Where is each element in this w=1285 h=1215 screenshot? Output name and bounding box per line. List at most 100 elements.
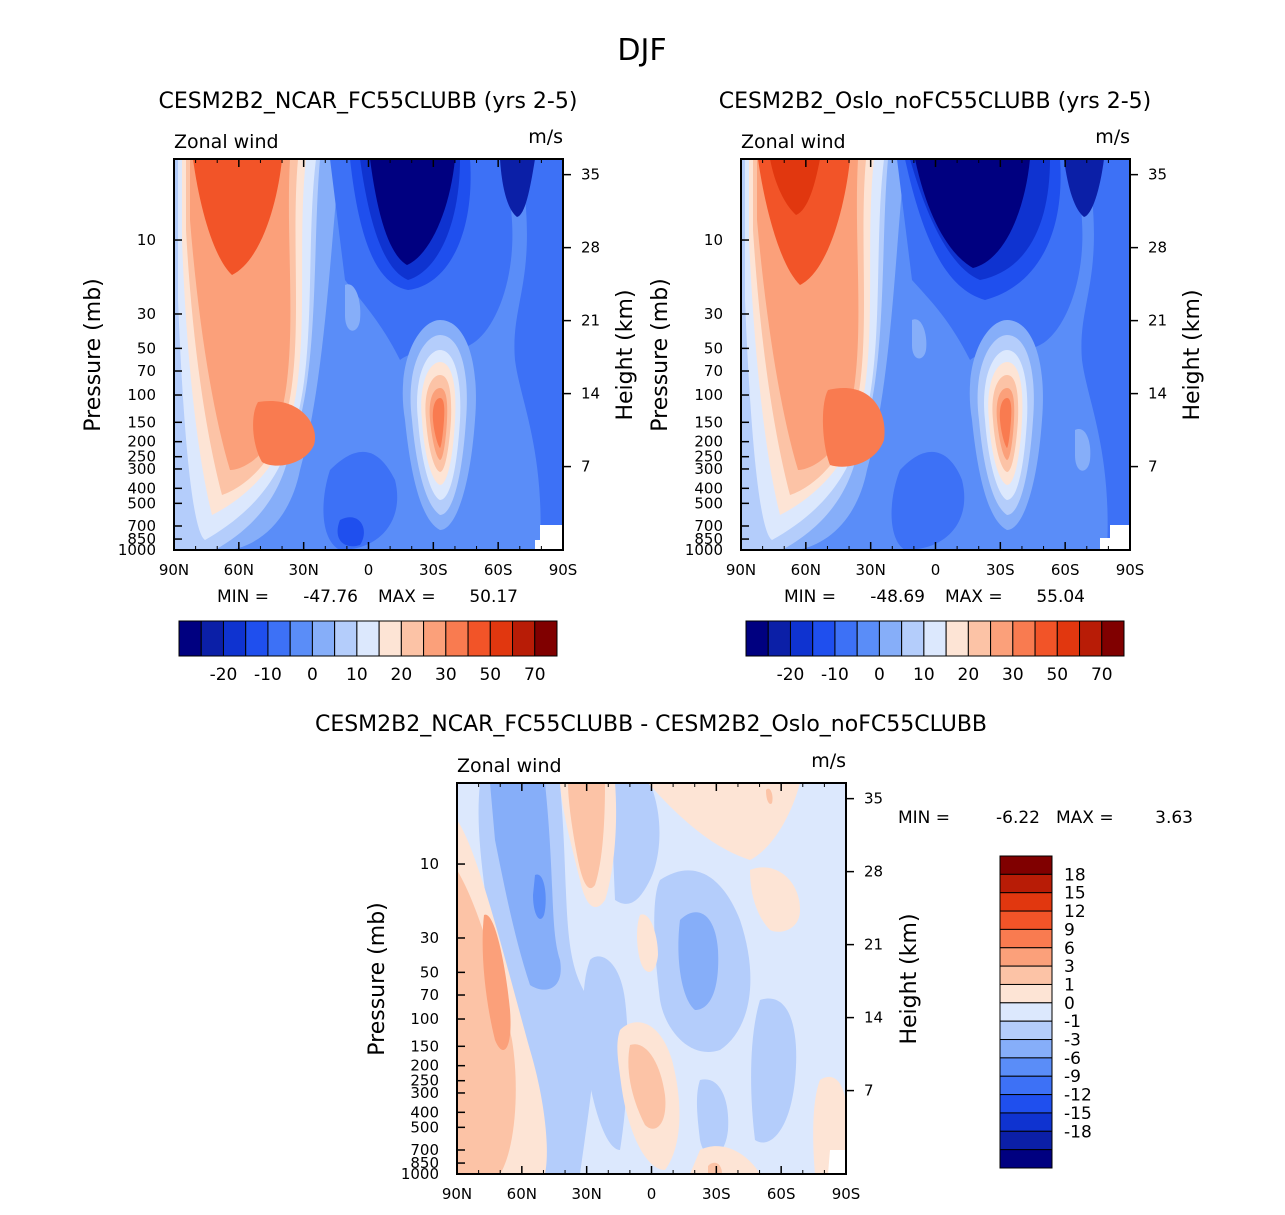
y-tick-label: 70 <box>704 362 723 380</box>
y-tick-label: 400 <box>410 1103 439 1121</box>
colorbar-swatch <box>534 620 558 657</box>
y-tick-label: 200 <box>127 433 156 451</box>
colorbar-swatch <box>967 620 992 657</box>
page-title: DJF <box>617 33 666 68</box>
colorbar-swatch <box>834 620 858 657</box>
x-tick-label: 60S <box>484 561 513 579</box>
panel-title: CESM2B2_NCAR_FC55CLUBB - CESM2B2_Oslo_no… <box>315 712 987 737</box>
panel-oslo: CESM2B2_Oslo_noFC55CLUBB (yrs 2-5) Zonal… <box>648 89 1205 685</box>
x-tick-label: 90N <box>726 561 756 579</box>
colorbar-swatch <box>178 620 202 657</box>
colorbar-tick-label: -12 <box>1064 1086 1092 1106</box>
colorbar-swatch <box>999 928 1053 949</box>
colorbar-swatch <box>999 1149 1053 1169</box>
x-tick-label: 60N <box>507 1185 537 1203</box>
x-tick-label: 30S <box>702 1185 731 1203</box>
colorbar-swatch <box>489 620 514 657</box>
x-tick-label: 0 <box>364 561 374 579</box>
y-tick-label: 1000 <box>685 541 723 559</box>
ylabel: Pressure (mb) <box>365 902 390 1056</box>
colorbar-swatch <box>1079 620 1103 657</box>
y-tick-label: 200 <box>694 433 723 451</box>
colorbar-tick-label: 30 <box>435 665 457 685</box>
axes: 90N 60N 30N 0 30S 60S 90S103050701001502002503… <box>118 159 600 579</box>
y2-tick-label: 21 <box>1148 312 1167 330</box>
colorbar-swatch <box>999 892 1053 912</box>
x-tick-label: 0 <box>647 1185 657 1203</box>
colorbar-swatch <box>812 620 836 657</box>
colorbar-swatch <box>999 1002 1053 1022</box>
y-tick-label: 300 <box>127 460 156 478</box>
max-label: MAX = <box>1056 808 1114 828</box>
y2-tick-label: 7 <box>864 1082 874 1100</box>
y-tick-label: 850 <box>127 530 156 548</box>
colorbar-swatch <box>200 620 224 657</box>
units-label: m/s <box>811 750 846 772</box>
variable-label: Zonal wind <box>741 131 846 153</box>
colorbar-swatch <box>856 620 880 657</box>
colorbar-tick-label: -10 <box>821 665 849 685</box>
y-tick-label: 30 <box>704 305 723 323</box>
y-tick-label: 200 <box>410 1057 439 1075</box>
y2-tick-label: 35 <box>864 790 883 808</box>
colorbar-swatch <box>999 1094 1053 1114</box>
y-tick-label: 10 <box>137 231 156 249</box>
max-label: MAX = <box>378 587 436 607</box>
colorbar-swatch <box>901 620 925 657</box>
x-tick-label: 90N <box>159 561 189 579</box>
colorbar-tick-label: 0 <box>1064 994 1075 1014</box>
colorbar-swatch <box>467 620 491 657</box>
y2-tick-label: 21 <box>864 936 883 954</box>
x-tick-label: 30N <box>289 561 319 579</box>
colorbar-tick-label: 20 <box>958 665 980 685</box>
colorbar-tick-label: 70 <box>524 665 546 685</box>
colorbar-swatch <box>1101 620 1125 657</box>
colorbar-swatch <box>245 620 269 657</box>
max-label: MAX = <box>945 587 1003 607</box>
colorbar-swatch <box>999 873 1053 894</box>
y2label: Height (km) <box>897 913 922 1044</box>
y-tick-label: 30 <box>420 929 439 947</box>
colorbar-swatch <box>400 620 425 657</box>
y2-tick-label: 28 <box>581 239 600 257</box>
y-tick-label: 300 <box>694 460 723 478</box>
colorbar-swatch <box>878 620 903 657</box>
colorbar-tick-label: 10 <box>913 665 935 685</box>
colorbar-tick-label: 20 <box>391 665 413 685</box>
colorbar-tick-label: 0 <box>307 665 318 685</box>
x-tick-label: 90S <box>1116 561 1145 579</box>
axes: 90N 60N 30N 0 30S 60S 90S103050701001502002503… <box>401 783 883 1203</box>
y2-tick-label: 28 <box>864 863 883 881</box>
y2-tick-label: 28 <box>1148 239 1167 257</box>
colorbar-swatch <box>945 620 969 657</box>
colorbar-tick-label: 50 <box>479 665 501 685</box>
colorbar-swatch <box>999 1057 1053 1077</box>
colorbar-swatch <box>289 620 313 657</box>
colorbar-tick-label: -10 <box>254 665 282 685</box>
colorbar: -20 -10 0 10 20 30 50 70 <box>745 620 1125 685</box>
colorbar-tick-label: 9 <box>1064 920 1075 940</box>
colorbar-swatch <box>512 620 536 657</box>
colorbar-tick-label: 70 <box>1091 665 1113 685</box>
colorbar-tick-label: 50 <box>1046 665 1068 685</box>
min-label: MIN = <box>784 587 836 607</box>
colorbar-swatch <box>767 620 791 657</box>
y2-tick-label: 21 <box>581 312 600 330</box>
colorbar-swatch <box>999 1020 1053 1041</box>
colorbar-swatch <box>999 1130 1053 1151</box>
axes: 90N 60N 30N 0 30S 60S 90S103050701001502002503… <box>685 159 1167 579</box>
colorbar-tick-label: -15 <box>1064 1104 1092 1124</box>
y-tick-label: 1000 <box>118 541 156 559</box>
y2-tick-label: 7 <box>1148 458 1158 476</box>
variable-label: Zonal wind <box>174 131 279 153</box>
y2-tick-label: 14 <box>1148 385 1167 403</box>
colorbar-tick-label: 12 <box>1064 902 1086 922</box>
y-tick-label: 30 <box>137 305 156 323</box>
y-tick-label: 50 <box>704 339 723 357</box>
x-tick-label: 0 <box>931 561 941 579</box>
colorbar: -20 -10 0 10 20 30 50 70 <box>178 620 558 685</box>
y2-tick-label: 7 <box>581 458 591 476</box>
colorbar-swatch <box>923 620 947 657</box>
